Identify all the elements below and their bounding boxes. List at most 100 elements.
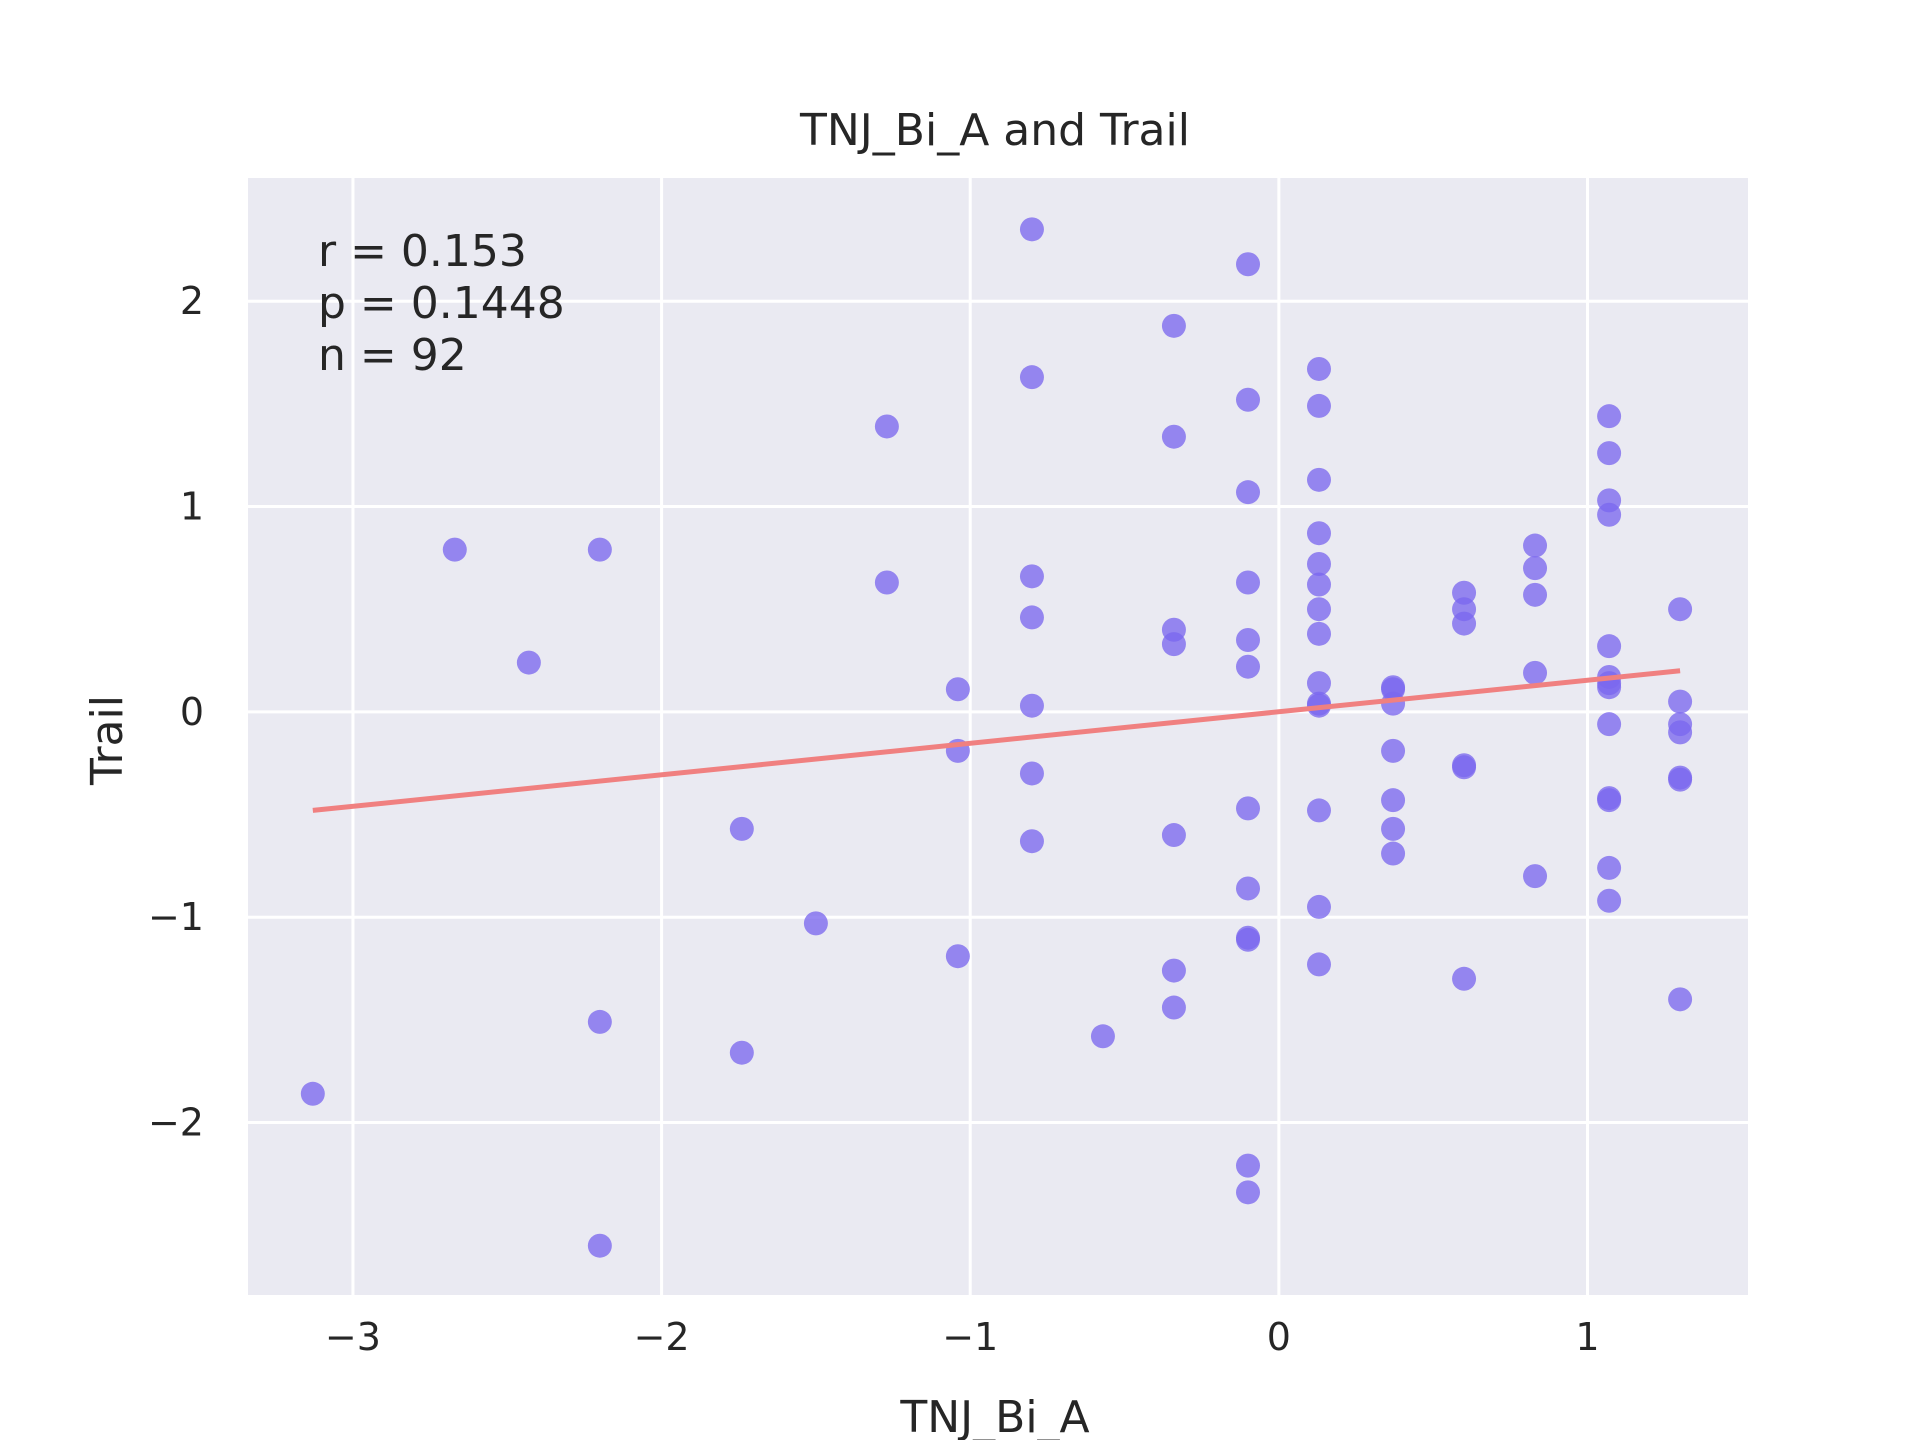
data-point bbox=[1019, 564, 1044, 589]
data-point bbox=[1597, 675, 1622, 700]
data-point bbox=[729, 1040, 754, 1065]
data-point bbox=[1306, 798, 1331, 823]
data-point bbox=[1019, 829, 1044, 854]
data-point bbox=[587, 537, 612, 562]
data-point bbox=[945, 677, 970, 702]
data-point bbox=[1019, 365, 1044, 390]
data-point bbox=[1236, 570, 1260, 595]
x-tick-labels: −3 −2 −1 0 1 bbox=[325, 1315, 1600, 1359]
data-point bbox=[1236, 927, 1260, 952]
data-point bbox=[1236, 387, 1260, 412]
x-axis-label: TNJ_Bi_A bbox=[899, 1392, 1089, 1440]
data-point bbox=[1381, 738, 1406, 763]
data-point bbox=[1523, 556, 1548, 581]
data-point bbox=[442, 537, 467, 562]
stat-n: n = 92 bbox=[318, 330, 467, 381]
data-point bbox=[1306, 521, 1331, 546]
data-point bbox=[1306, 597, 1331, 622]
data-point bbox=[874, 570, 899, 595]
data-point bbox=[587, 1233, 612, 1258]
data-point bbox=[1306, 552, 1331, 577]
data-point bbox=[1381, 816, 1406, 841]
data-point bbox=[1306, 894, 1331, 919]
data-point bbox=[1161, 313, 1186, 338]
data-point bbox=[1381, 788, 1406, 813]
x-tick-label: −1 bbox=[942, 1315, 998, 1359]
x-tick-label: −3 bbox=[325, 1315, 381, 1359]
data-point bbox=[1161, 823, 1186, 848]
data-point bbox=[1236, 252, 1260, 277]
data-point bbox=[300, 1081, 325, 1106]
data-point bbox=[1236, 480, 1260, 505]
data-point bbox=[1597, 788, 1622, 813]
data-point bbox=[1236, 1180, 1260, 1205]
data-point bbox=[1523, 582, 1548, 607]
y-tick-label: 0 bbox=[180, 690, 204, 734]
data-point bbox=[1452, 611, 1477, 636]
data-point bbox=[1019, 693, 1044, 718]
data-point bbox=[1019, 217, 1044, 242]
data-point bbox=[1019, 761, 1044, 786]
y-tick-labels: −2 −1 0 1 2 bbox=[148, 279, 204, 1144]
data-point bbox=[729, 816, 754, 841]
data-points bbox=[300, 217, 1693, 1258]
data-point bbox=[1236, 1153, 1260, 1178]
data-point bbox=[1236, 876, 1260, 901]
y-tick-label: 2 bbox=[180, 279, 204, 323]
data-point bbox=[1452, 966, 1477, 991]
data-point bbox=[1236, 654, 1260, 679]
data-point bbox=[874, 414, 899, 439]
data-point bbox=[1306, 393, 1331, 418]
x-tick-label: −2 bbox=[634, 1315, 690, 1359]
stat-r: r = 0.153 bbox=[318, 226, 527, 277]
data-point bbox=[1161, 958, 1186, 983]
data-point bbox=[1306, 356, 1331, 381]
data-point bbox=[1306, 671, 1331, 696]
data-point bbox=[1668, 987, 1693, 1012]
data-point bbox=[945, 944, 970, 969]
data-point bbox=[1597, 888, 1622, 913]
y-tick-label: −1 bbox=[148, 895, 204, 939]
data-point bbox=[1523, 660, 1548, 685]
data-point bbox=[1381, 841, 1406, 866]
data-point bbox=[1668, 720, 1693, 745]
data-point bbox=[1306, 467, 1331, 492]
data-point bbox=[1306, 952, 1331, 977]
data-point bbox=[803, 911, 828, 936]
data-point bbox=[1597, 855, 1622, 880]
chart-title: TNJ_Bi_A and Trail bbox=[799, 105, 1190, 156]
data-point bbox=[1668, 767, 1693, 792]
data-point bbox=[1597, 634, 1622, 659]
data-point bbox=[1236, 627, 1260, 652]
data-point bbox=[1597, 502, 1622, 527]
data-point bbox=[1523, 533, 1548, 558]
data-point bbox=[1597, 712, 1622, 737]
data-point bbox=[516, 650, 541, 675]
stat-p: p = 0.1448 bbox=[318, 278, 565, 329]
data-point bbox=[1381, 691, 1406, 716]
y-tick-label: 1 bbox=[180, 485, 204, 529]
y-tick-label: −2 bbox=[148, 1101, 204, 1145]
grid-lines bbox=[248, 178, 1748, 1295]
data-point bbox=[1161, 995, 1186, 1020]
data-point bbox=[1597, 404, 1622, 429]
data-point bbox=[587, 1009, 612, 1034]
data-point bbox=[1090, 1024, 1115, 1049]
data-point bbox=[1668, 597, 1693, 622]
data-point bbox=[1306, 572, 1331, 597]
data-point bbox=[1019, 605, 1044, 630]
data-point bbox=[1668, 689, 1693, 714]
x-tick-label: 1 bbox=[1575, 1315, 1599, 1359]
plot-area bbox=[248, 178, 1748, 1295]
data-point bbox=[1523, 864, 1548, 889]
data-point bbox=[1452, 755, 1477, 780]
data-point bbox=[1236, 796, 1260, 821]
regression-line bbox=[312, 668, 1681, 813]
x-tick-label: 0 bbox=[1267, 1315, 1291, 1359]
data-point bbox=[1597, 441, 1622, 466]
data-point bbox=[1161, 424, 1186, 449]
data-point bbox=[1306, 621, 1331, 646]
data-point bbox=[1161, 632, 1186, 657]
